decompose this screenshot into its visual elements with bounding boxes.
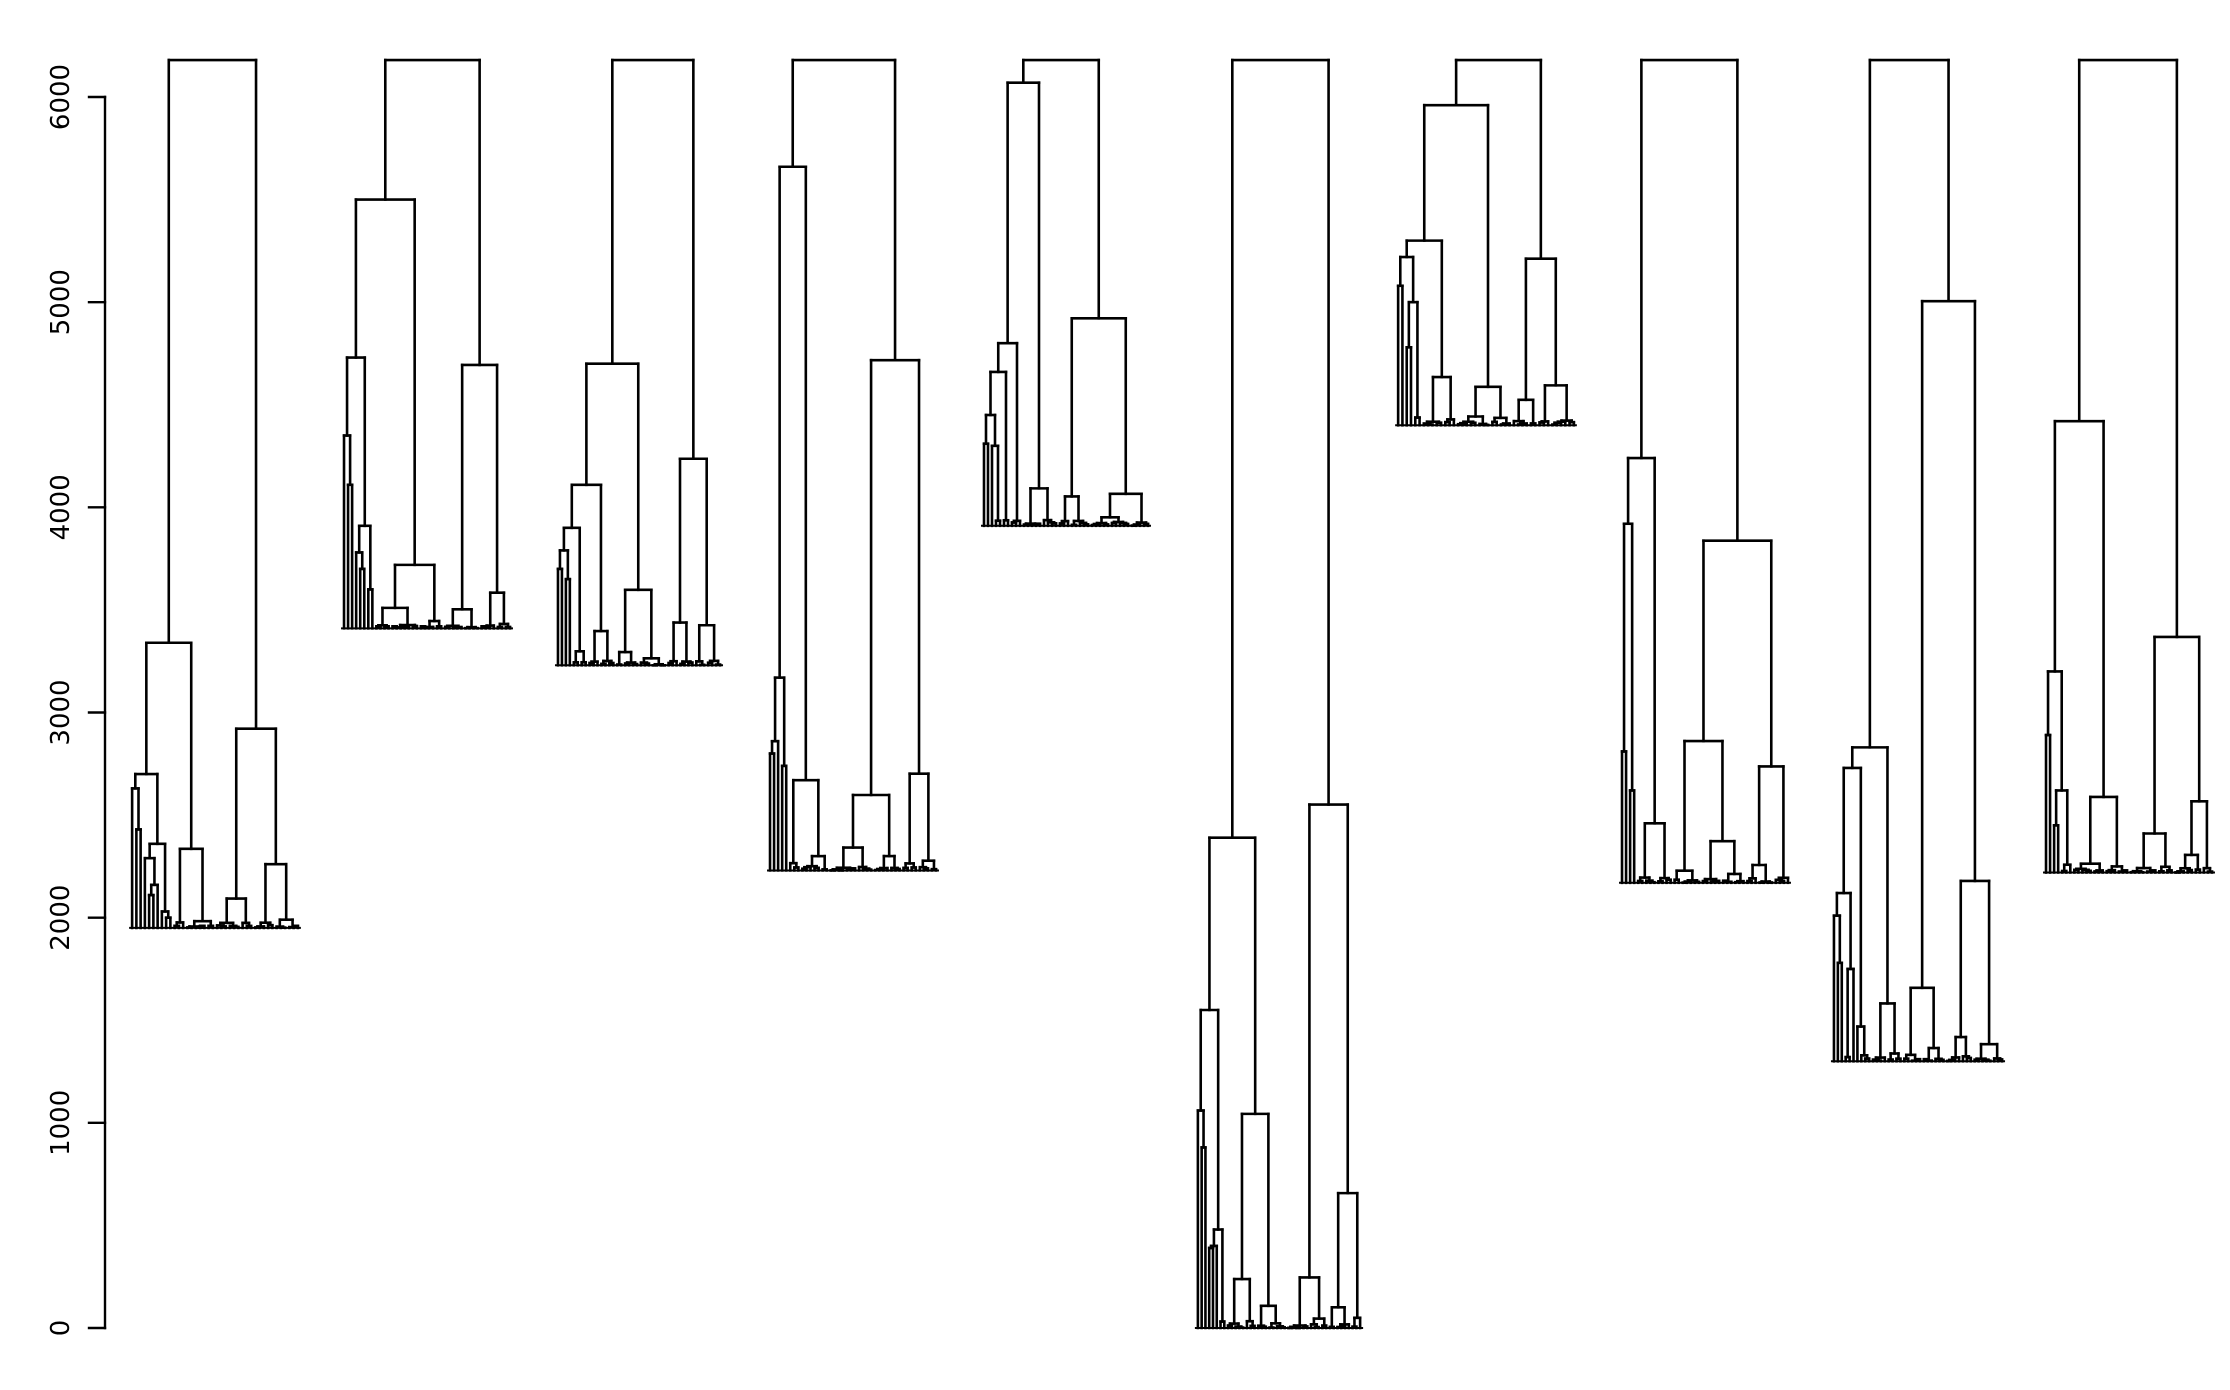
y-tick-label: 3000 <box>46 679 76 745</box>
dendrogram-4 <box>767 58 939 872</box>
y-tick-label: 6000 <box>46 64 76 130</box>
dendrogram-2 <box>341 58 513 630</box>
y-axis: 0 1000 2000 3000 4000 5000 6000 <box>46 64 107 1337</box>
dendrogram-5 <box>981 58 1151 528</box>
y-tick-label: 0 <box>46 1320 76 1337</box>
y-tick-label: 4000 <box>46 474 76 540</box>
dendrogram-3 <box>554 58 724 667</box>
dendrogram-1 <box>129 58 301 930</box>
y-tick-label: 2000 <box>46 885 76 951</box>
y-tick-label: 5000 <box>46 269 76 335</box>
dendrogram-6 <box>1194 58 1364 1330</box>
dendrogram-panels <box>129 58 2215 1330</box>
dendrogram-9 <box>1830 58 2006 1063</box>
dendrogram-8 <box>1619 58 1791 885</box>
y-tick-label: 1000 <box>46 1090 76 1156</box>
dendrogram-10 <box>2043 58 2215 874</box>
dendrogram-7 <box>1395 58 1577 427</box>
